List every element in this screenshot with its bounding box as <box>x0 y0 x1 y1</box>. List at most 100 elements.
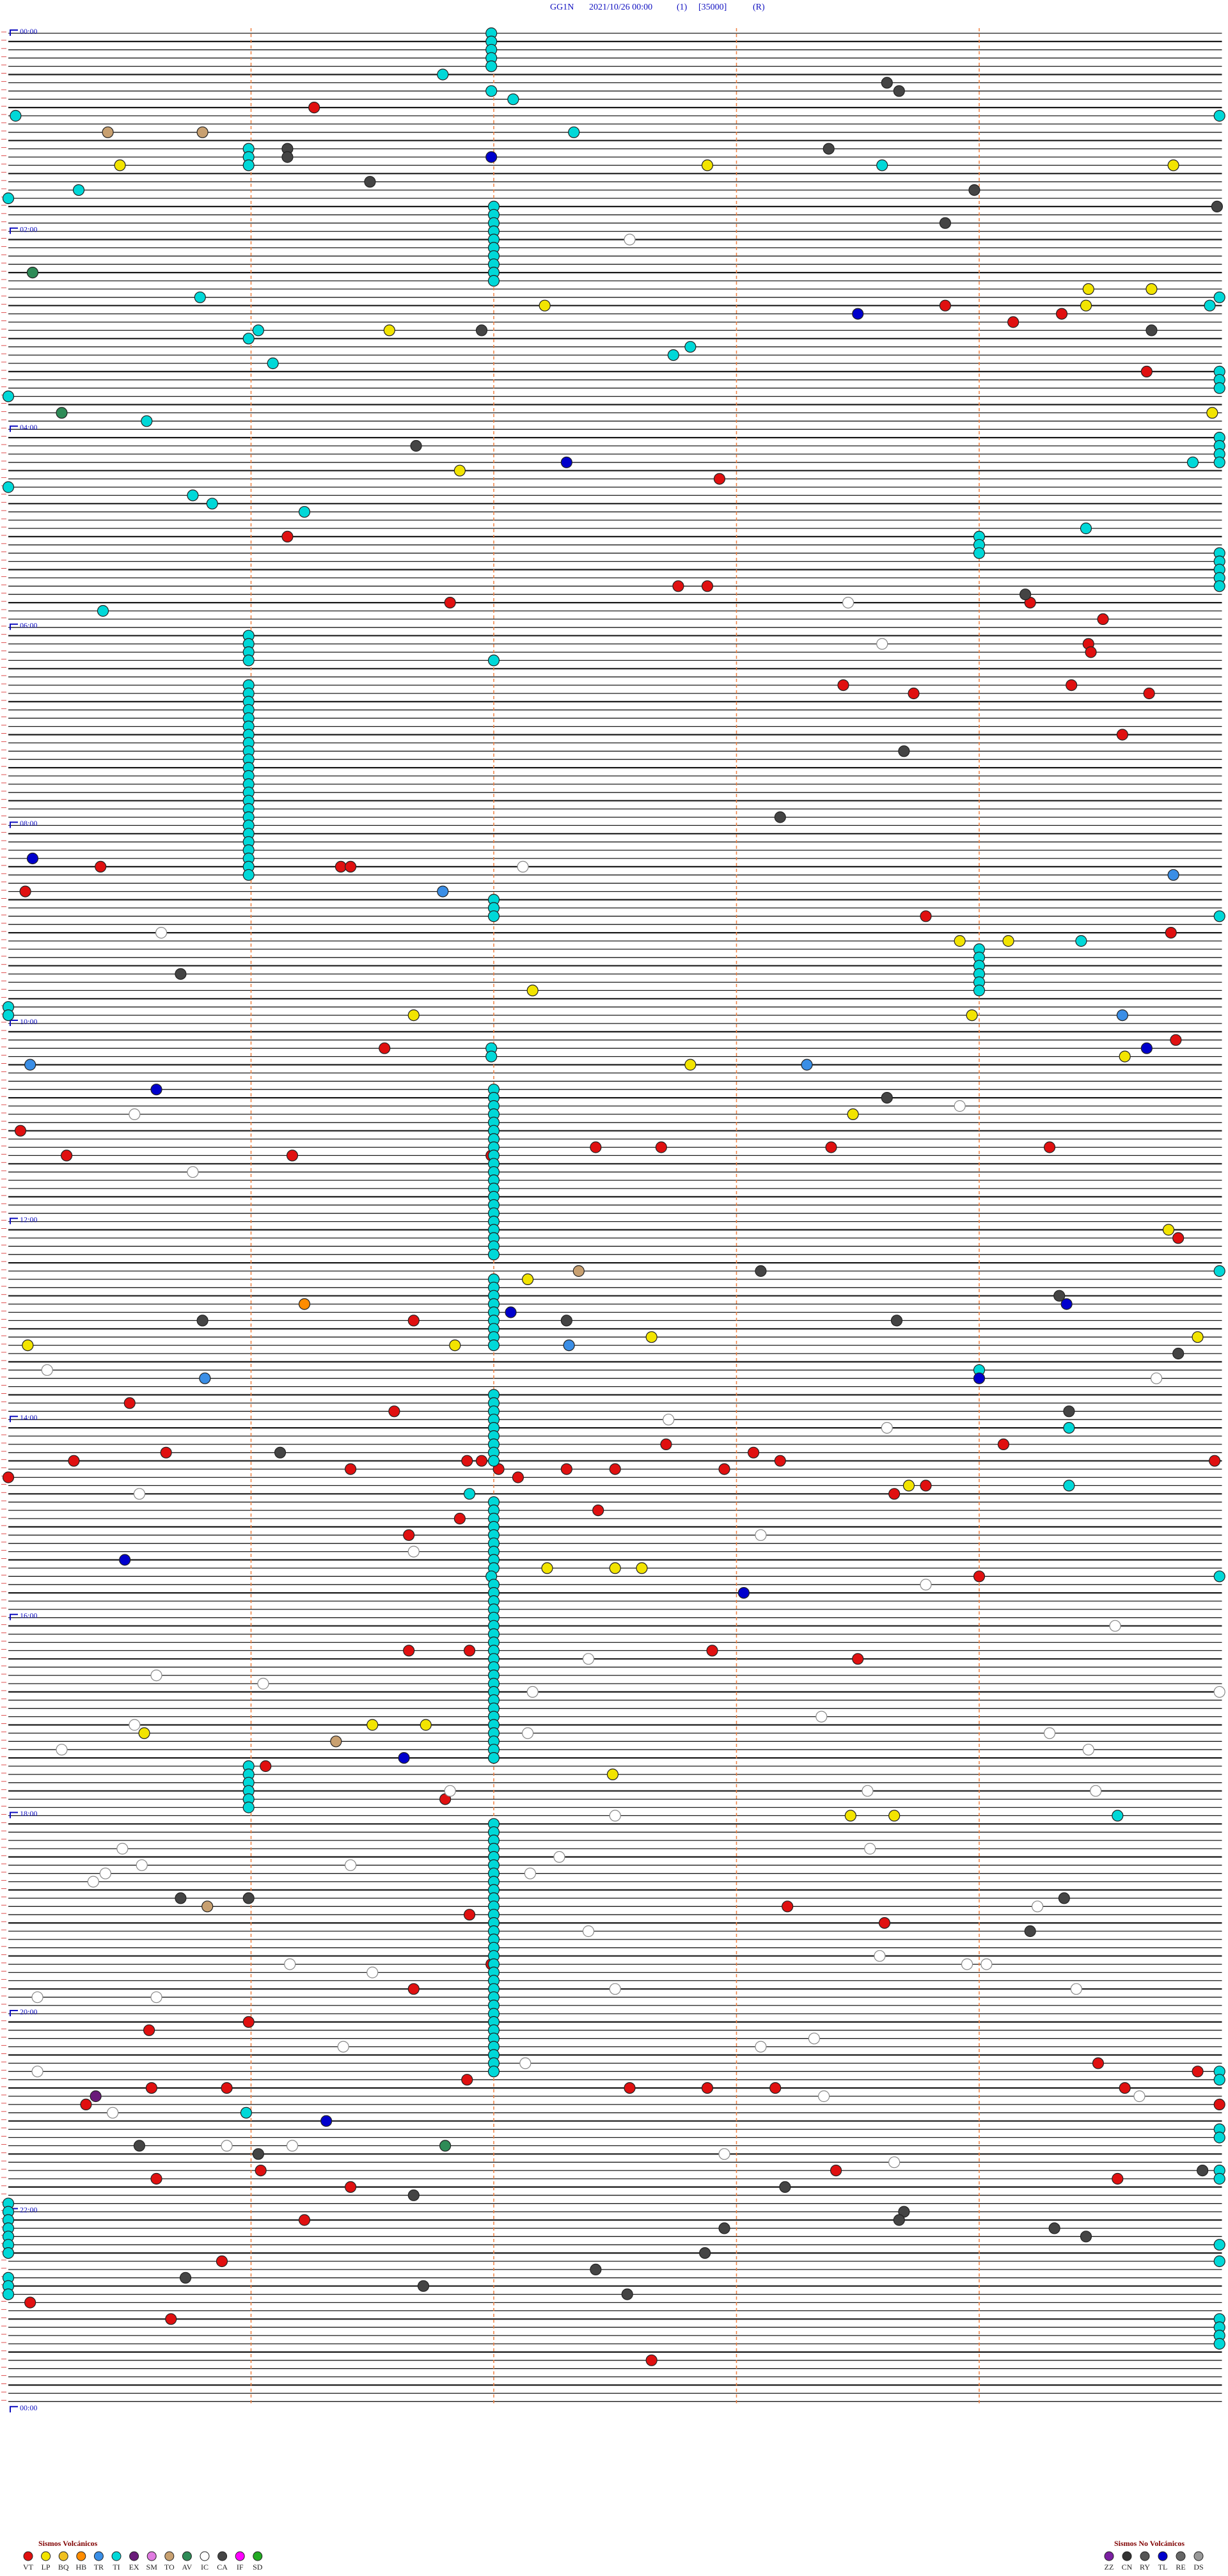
hour-label: 18:00 <box>20 1809 37 1818</box>
event <box>878 1917 891 1929</box>
legend-swatch <box>200 2551 210 2561</box>
event <box>60 1150 73 1162</box>
event <box>1066 679 1078 691</box>
hour-label: 00:00 <box>20 27 37 36</box>
event <box>1213 2131 1225 2144</box>
event <box>123 1397 136 1409</box>
legend-label: TI <box>113 2563 120 2572</box>
event <box>1080 522 1092 535</box>
event <box>242 1892 255 1904</box>
event <box>973 1372 986 1384</box>
event <box>26 267 39 279</box>
event <box>609 1983 621 1995</box>
hour-label: 16:00 <box>20 1611 37 1620</box>
legend-label: SM <box>146 2563 158 2572</box>
event <box>755 1529 767 1541</box>
hour-mark <box>10 1416 18 1423</box>
event <box>463 1645 476 1657</box>
event <box>881 1091 893 1104</box>
event <box>1213 1570 1225 1583</box>
legend-label: AV <box>182 2563 193 2572</box>
scale: [35000] <box>698 3 727 12</box>
event <box>592 1505 604 1517</box>
event <box>609 1562 621 1574</box>
event <box>453 464 466 477</box>
legend-label: DS <box>1193 2563 1203 2572</box>
event <box>699 2247 711 2259</box>
legend-swatch <box>58 2551 68 2561</box>
event <box>636 1562 648 1574</box>
event <box>890 1315 903 1327</box>
event <box>1109 1620 1121 1632</box>
event <box>968 184 980 196</box>
event <box>621 2288 633 2300</box>
event <box>1213 2098 1225 2110</box>
event <box>1112 2172 1124 2185</box>
event <box>1063 1405 1075 1418</box>
event <box>179 2272 192 2284</box>
event <box>980 1958 993 1970</box>
event <box>1211 200 1224 212</box>
event <box>1204 299 1216 312</box>
event <box>507 93 519 106</box>
event <box>417 2280 430 2292</box>
event <box>961 1958 973 1970</box>
event <box>1048 2222 1060 2234</box>
event <box>97 604 109 617</box>
hour-mark <box>10 1217 18 1224</box>
event <box>281 530 294 543</box>
event <box>194 291 206 303</box>
event <box>881 1422 893 1434</box>
event <box>437 68 449 81</box>
event <box>519 2057 531 2069</box>
event <box>1143 687 1155 700</box>
event <box>487 654 500 667</box>
event <box>876 638 888 650</box>
event <box>487 910 500 922</box>
event <box>1145 324 1158 336</box>
event <box>206 498 218 510</box>
event <box>522 1273 534 1286</box>
event <box>1082 1744 1094 1756</box>
event <box>449 1339 461 1352</box>
event <box>485 1050 498 1063</box>
event <box>388 1405 400 1418</box>
event <box>1080 299 1092 312</box>
event <box>902 1480 915 1492</box>
event <box>808 2032 821 2044</box>
event <box>823 143 835 155</box>
event <box>129 1719 141 1731</box>
event <box>1097 613 1109 626</box>
legend-label: TR <box>94 2563 104 2572</box>
event <box>825 1141 837 1153</box>
channel: (1) <box>677 3 688 12</box>
event <box>1119 1050 1131 1063</box>
event <box>1116 1009 1129 1022</box>
event <box>114 159 126 171</box>
event <box>560 1463 572 1475</box>
event <box>407 1009 420 1022</box>
event <box>1058 1892 1070 1904</box>
event <box>138 1727 150 1739</box>
event <box>876 159 888 171</box>
legend-label: IF <box>237 2563 244 2572</box>
event <box>701 159 714 171</box>
event <box>330 1735 342 1748</box>
event <box>196 126 209 138</box>
legend-swatch <box>164 2551 175 2561</box>
event <box>609 1810 621 1822</box>
legend-label: RE <box>1176 2563 1185 2572</box>
event <box>31 2066 43 2078</box>
event <box>522 1727 534 1739</box>
event <box>1116 729 1129 741</box>
legend-label: VT <box>23 2563 34 2572</box>
event <box>439 2140 452 2152</box>
event <box>150 1084 162 1096</box>
event <box>582 1653 595 1665</box>
event <box>252 324 264 336</box>
event <box>590 1141 602 1153</box>
event <box>187 489 199 502</box>
legend-label: RY <box>1140 2563 1150 2572</box>
event <box>1167 159 1179 171</box>
